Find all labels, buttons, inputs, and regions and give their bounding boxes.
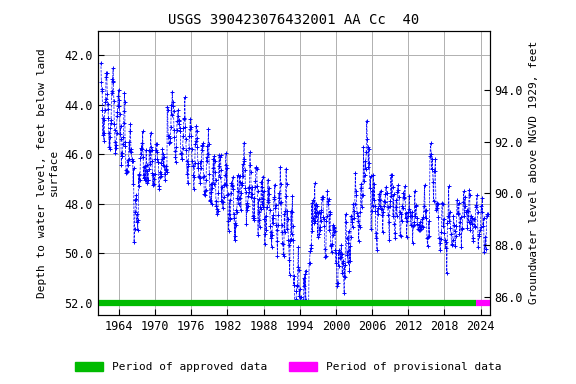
Legend: Period of approved data, Period of provisional data: Period of approved data, Period of provi…	[70, 357, 506, 377]
Title: USGS 390423076432001 AA Cc  40: USGS 390423076432001 AA Cc 40	[168, 13, 419, 27]
Y-axis label: Groundwater level above NGVD 1929, feet: Groundwater level above NGVD 1929, feet	[529, 41, 539, 305]
Y-axis label: Depth to water level, feet below land
surface: Depth to water level, feet below land su…	[37, 48, 59, 298]
